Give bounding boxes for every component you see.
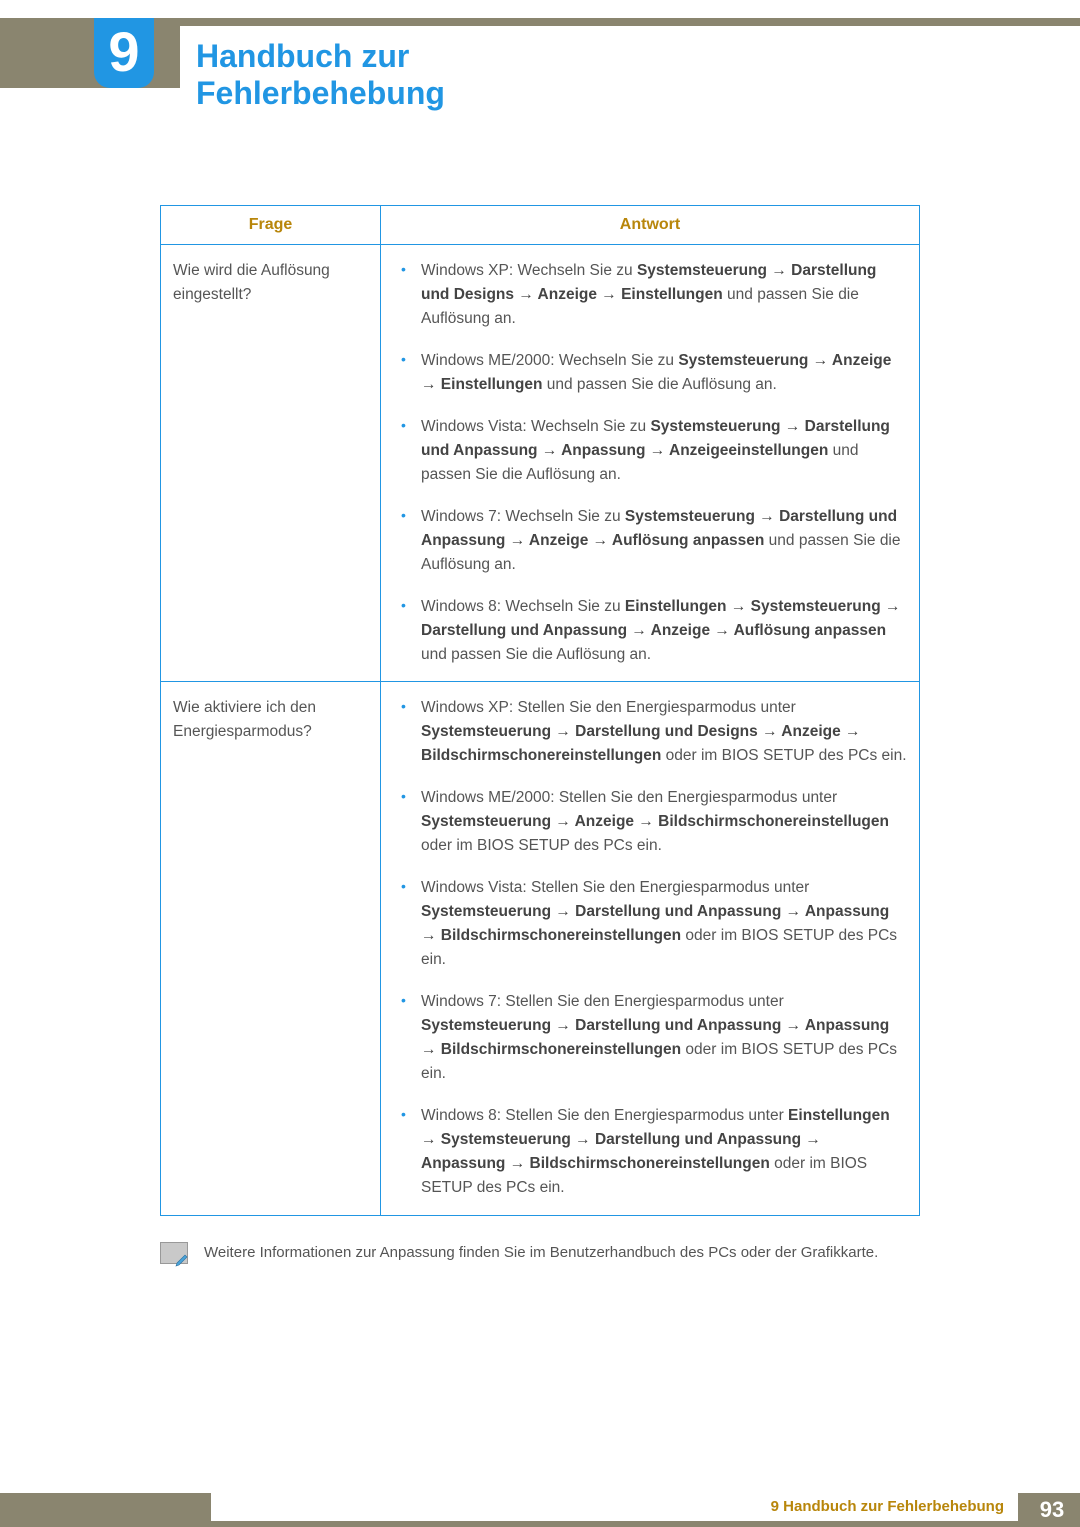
content-area: Frage Antwort Wie wird die Auflösung ein… bbox=[160, 205, 920, 1264]
answer-item: Windows XP: Stellen Sie den Energiesparm… bbox=[393, 696, 907, 768]
footer-label: 9 Handbuch zur Fehlerbehebung bbox=[211, 1492, 1018, 1521]
answer-cell: Windows XP: Stellen Sie den Energiesparm… bbox=[381, 682, 920, 1215]
column-header-question: Frage bbox=[161, 206, 381, 245]
note-text: Weitere Informationen zur Anpassung find… bbox=[204, 1242, 878, 1261]
answer-cell: Windows XP: Wechseln Sie zu Systemsteuer… bbox=[381, 245, 920, 682]
answer-item: Windows Vista: Wechseln Sie zu Systemste… bbox=[393, 415, 907, 487]
question-cell: Wie wird die Auflösung eingestellt? bbox=[161, 245, 381, 682]
faq-table: Frage Antwort Wie wird die Auflösung ein… bbox=[160, 205, 920, 1216]
answer-item: Windows 8: Stellen Sie den Energiesparmo… bbox=[393, 1104, 907, 1200]
answer-item: Windows ME/2000: Wechseln Sie zu Systems… bbox=[393, 349, 907, 397]
answer-list: Windows XP: Wechseln Sie zu Systemsteuer… bbox=[393, 259, 907, 667]
note-row: Weitere Informationen zur Anpassung find… bbox=[160, 1242, 920, 1264]
page-number: 93 bbox=[1024, 1493, 1080, 1527]
answer-item: Windows 8: Wechseln Sie zu Einstellungen… bbox=[393, 595, 907, 667]
answer-item: Windows ME/2000: Stellen Sie den Energie… bbox=[393, 786, 907, 858]
chapter-number-badge: 9 bbox=[94, 18, 154, 88]
note-icon bbox=[160, 1242, 188, 1264]
answer-item: Windows 7: Stellen Sie den Energiesparmo… bbox=[393, 990, 907, 1086]
column-header-answer: Antwort bbox=[381, 206, 920, 245]
answer-item: Windows Vista: Stellen Sie den Energiesp… bbox=[393, 876, 907, 972]
chapter-title: Handbuch zur Fehlerbehebung bbox=[180, 26, 1080, 124]
question-cell: Wie aktiviere ich den Energiesparmodus? bbox=[161, 682, 381, 1215]
answer-item: Windows 7: Wechseln Sie zu Systemsteueru… bbox=[393, 505, 907, 577]
answer-list: Windows XP: Stellen Sie den Energiesparm… bbox=[393, 696, 907, 1200]
answer-item: Windows XP: Wechseln Sie zu Systemsteuer… bbox=[393, 259, 907, 331]
